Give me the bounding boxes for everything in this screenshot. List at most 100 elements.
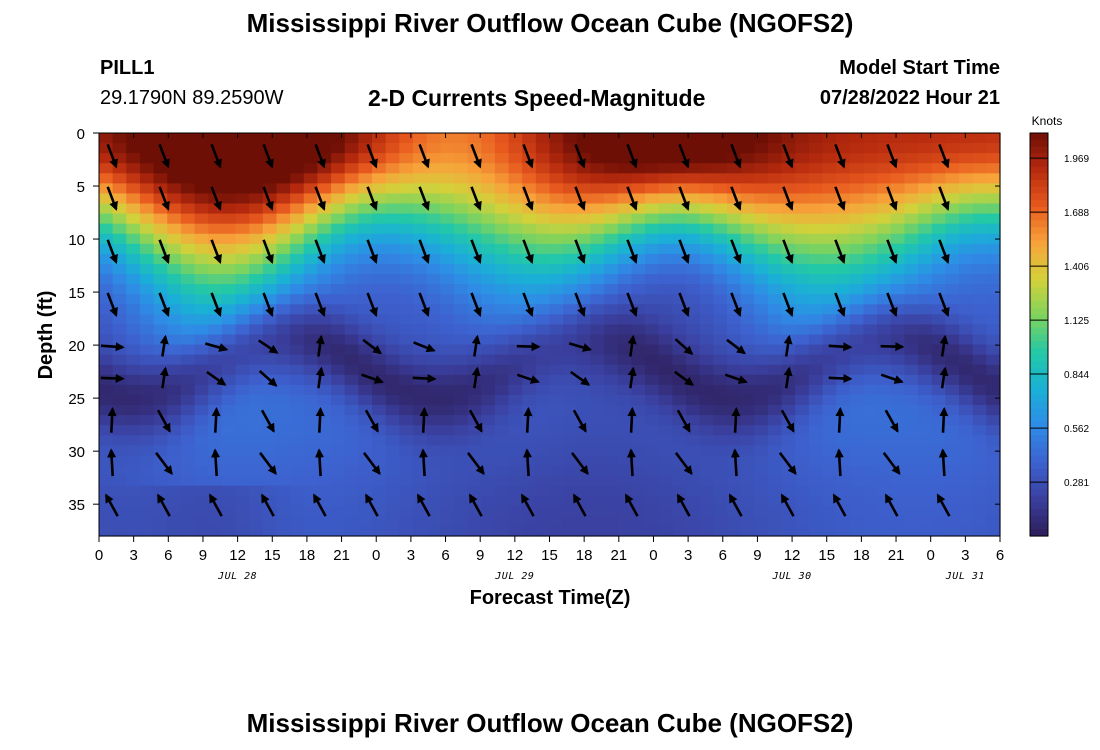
heatmap-cell <box>372 304 387 315</box>
heatmap-cell <box>412 193 428 205</box>
heatmap-cell <box>590 133 605 144</box>
heatmap-cell <box>767 294 783 305</box>
heatmap-cell <box>877 263 892 275</box>
heatmap-cell <box>808 475 824 487</box>
heatmap-cell <box>153 153 168 164</box>
heatmap-cell <box>276 243 291 255</box>
heatmap-cell <box>754 133 769 144</box>
heatmap-cell <box>959 505 974 517</box>
heatmap-cell <box>754 505 769 517</box>
heatmap-cell <box>99 415 114 426</box>
heatmap-cell <box>795 435 810 446</box>
heatmap-cell <box>808 364 824 376</box>
heatmap-cell <box>849 213 865 225</box>
heatmap-cell <box>972 253 987 265</box>
heatmap-cell <box>576 364 592 376</box>
x-tick-label: 9 <box>476 547 484 564</box>
heatmap-cell <box>563 324 578 336</box>
current-arrow <box>364 493 379 517</box>
heatmap-cell <box>453 344 469 356</box>
heatmap-cell <box>795 233 810 245</box>
heatmap-cell <box>836 173 851 184</box>
heatmap-cell <box>617 223 633 235</box>
heatmap-cell <box>412 525 428 537</box>
heatmap-cell <box>167 274 182 285</box>
heatmap-cell <box>426 465 441 477</box>
current-arrow <box>418 448 428 477</box>
heatmap-cell <box>754 485 769 497</box>
heatmap-cell <box>344 314 359 326</box>
heatmap-cell <box>699 435 714 446</box>
heatmap-cell <box>549 354 564 366</box>
heatmap-cell <box>945 284 960 295</box>
heatmap-cell <box>822 384 837 396</box>
heatmap-cell <box>699 274 714 285</box>
heatmap-cell <box>522 384 537 396</box>
heatmap-cell <box>808 384 824 396</box>
heatmap-cell <box>535 263 551 275</box>
heatmap-cell <box>863 143 878 154</box>
heatmap-cell <box>249 374 264 386</box>
heatmap-cell <box>99 425 114 436</box>
heatmap-cell <box>740 143 755 154</box>
heatmap-cell <box>522 173 537 184</box>
heatmap-cell <box>494 515 510 527</box>
heatmap-cell <box>399 263 414 275</box>
heatmap-cell <box>617 324 633 336</box>
heatmap-cell <box>344 193 359 205</box>
heatmap-cell <box>726 435 742 446</box>
heatmap-cell <box>290 163 305 174</box>
heatmap-cell <box>836 213 851 225</box>
station-name: PILL1 <box>100 57 155 79</box>
colorbar-unit: Knots <box>1032 114 1063 128</box>
heatmap-cell <box>276 525 291 537</box>
heatmap-cell <box>180 515 196 527</box>
heatmap-cell <box>563 263 578 275</box>
heatmap-cell <box>986 223 1001 235</box>
heatmap-cell <box>494 183 510 195</box>
heatmap-cell <box>522 485 537 497</box>
heatmap-cell <box>112 304 127 315</box>
heatmap-cell <box>221 354 237 366</box>
heatmap-cell <box>303 465 319 477</box>
current-arrow <box>315 406 325 433</box>
heatmap-cell <box>249 475 264 487</box>
heatmap-cell <box>795 213 810 225</box>
heatmap-cell <box>221 465 237 477</box>
heatmap-cell <box>972 294 987 305</box>
heatmap-cell <box>645 183 660 195</box>
heatmap-cell <box>713 505 728 517</box>
heatmap-cell <box>112 405 127 416</box>
heatmap-cell <box>221 495 237 507</box>
heatmap-cell <box>795 163 810 174</box>
heatmap-cell <box>221 173 237 184</box>
heatmap-cell <box>399 213 414 225</box>
heatmap-cell <box>699 495 714 507</box>
heatmap-cell <box>822 284 837 295</box>
heatmap-cell <box>767 505 783 517</box>
heatmap-cell <box>180 314 196 326</box>
heatmap-cell <box>426 495 441 507</box>
heatmap-cell <box>112 173 127 184</box>
heatmap-cell <box>686 223 701 235</box>
heatmap-cell <box>139 384 155 396</box>
heatmap-cell <box>863 213 878 225</box>
heatmap-cell <box>563 284 578 295</box>
heatmap-cell <box>535 495 551 507</box>
heatmap-cell <box>863 203 878 215</box>
heatmap-cell <box>344 445 359 456</box>
heatmap-cell <box>726 193 742 205</box>
heatmap-cell <box>331 304 346 315</box>
heatmap-cell <box>194 173 209 184</box>
heatmap-cell <box>494 284 510 295</box>
heatmap-cell <box>235 183 250 195</box>
heatmap-cell <box>290 374 305 386</box>
heatmap-cell <box>221 243 237 255</box>
heatmap-cell <box>494 425 510 436</box>
heatmap-cell <box>481 223 496 235</box>
heatmap-cell <box>221 183 237 195</box>
heatmap-cell <box>590 475 605 487</box>
heatmap-cell <box>808 153 824 164</box>
heatmap-cell <box>631 344 646 356</box>
heatmap-cell <box>726 213 742 225</box>
